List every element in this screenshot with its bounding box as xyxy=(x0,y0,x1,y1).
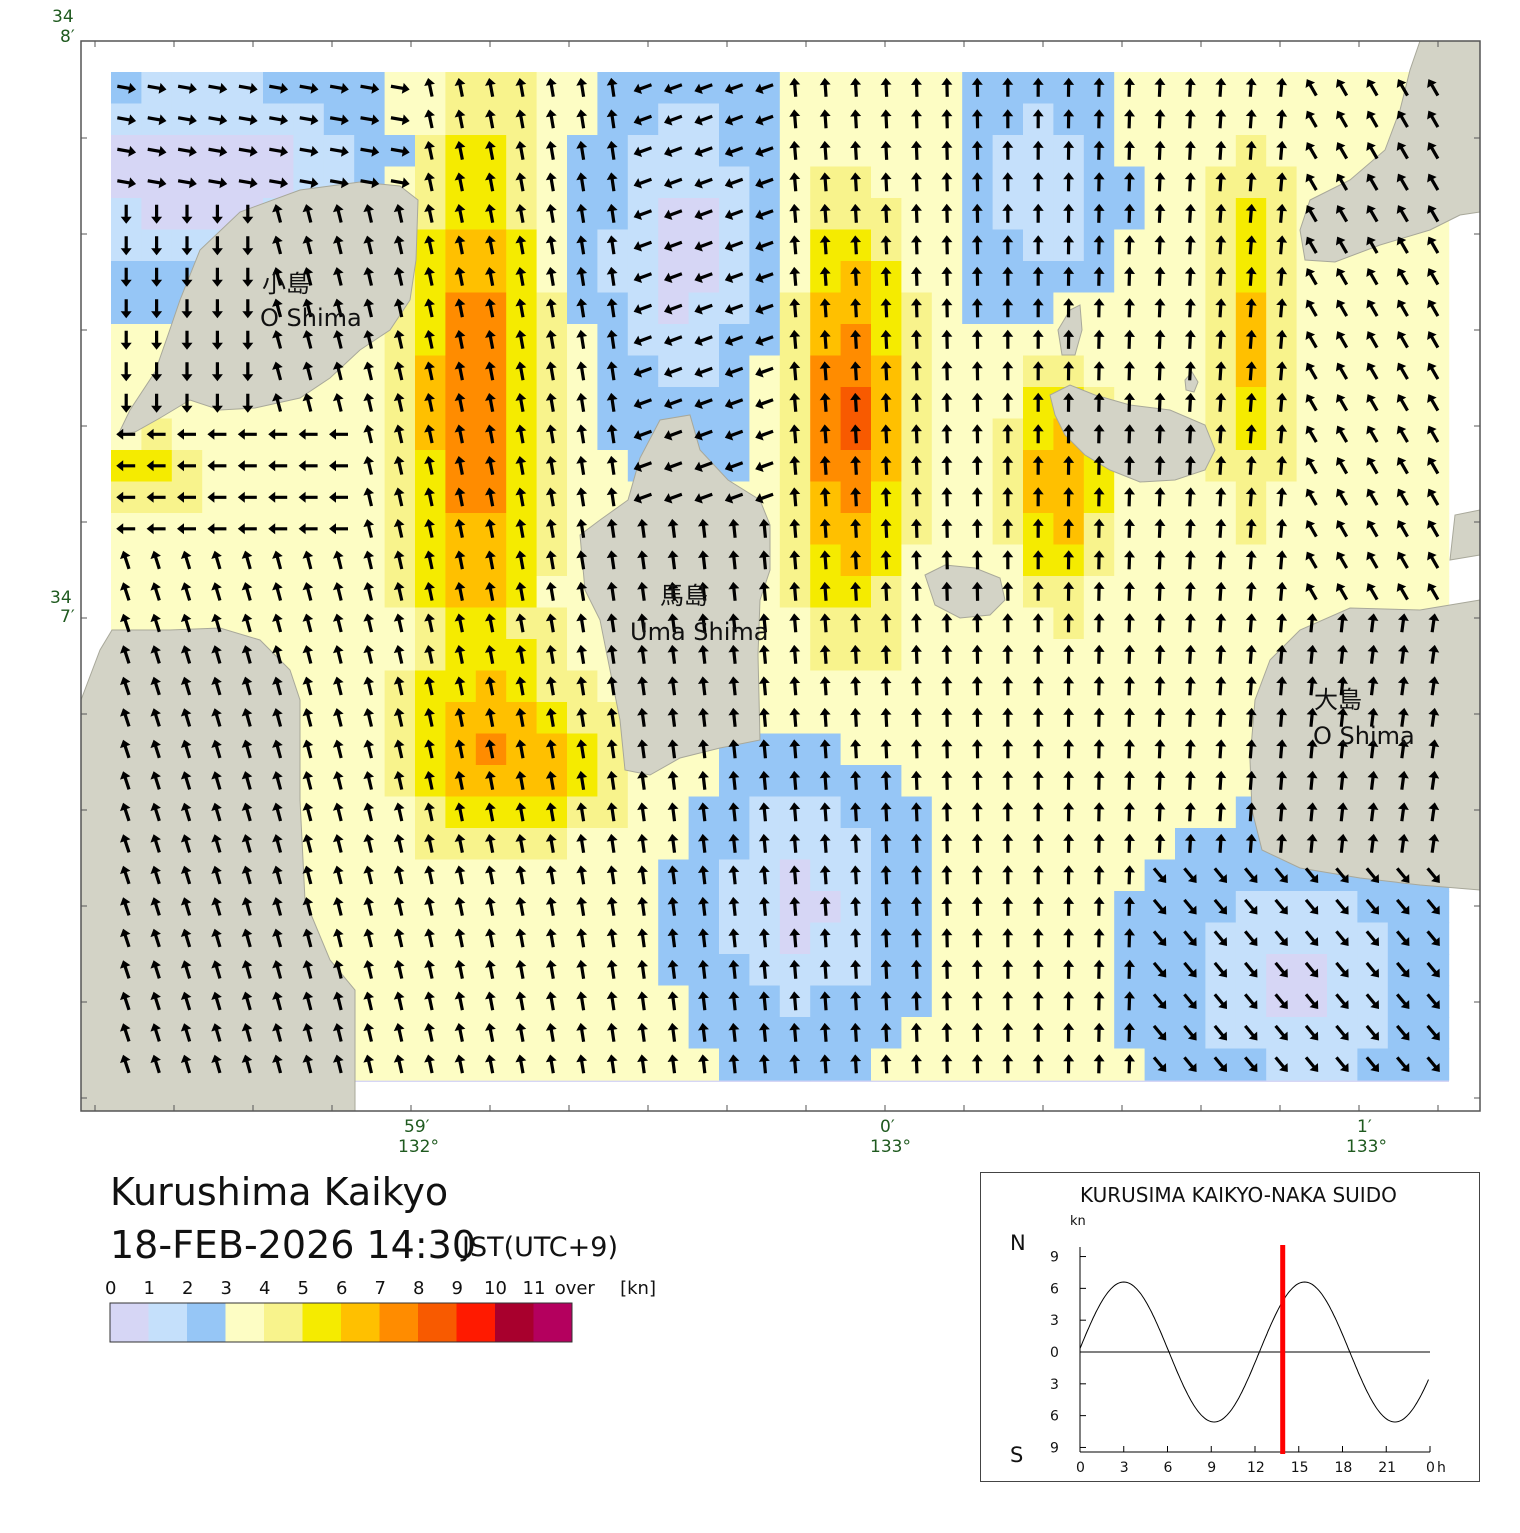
right-edge-land xyxy=(1449,509,1480,561)
tide-y-tick-label: 6 xyxy=(1050,1409,1059,1425)
tide-y-tick-label: 6 xyxy=(1050,1281,1059,1297)
legend-label: 4 xyxy=(259,1278,270,1299)
o-shima-east-ja: 大島 xyxy=(1314,686,1362,714)
legend-swatch xyxy=(379,1303,418,1342)
tide-y-tick-label: 3 xyxy=(1050,1377,1059,1393)
legend-swatch xyxy=(533,1303,572,1342)
tide-y-tick-label: 9 xyxy=(1050,1250,1059,1266)
tide-y-tick-label: 9 xyxy=(1050,1440,1059,1456)
lon-label-2-deg: 133° xyxy=(870,1137,911,1157)
tide-x-tick-label: 12 xyxy=(1247,1460,1265,1476)
legend-label: 7 xyxy=(375,1278,386,1299)
lon-label-3-deg: 133° xyxy=(1346,1137,1387,1157)
o-shima-north-en: O Shima xyxy=(260,304,362,332)
legend-swatch xyxy=(225,1303,264,1342)
tide-panel-title: KURUSIMA KAIKYO-NAKA SUIDO xyxy=(1080,1183,1397,1207)
legend-label: 2 xyxy=(182,1278,193,1299)
legend-swatch xyxy=(341,1303,380,1342)
tide-y-tick-label: 0 xyxy=(1050,1345,1059,1361)
forecast-datetime: 18-FEB-2026 14:30 xyxy=(110,1223,477,1267)
north-label: N xyxy=(1010,1231,1026,1255)
legend-label: 1 xyxy=(144,1278,155,1299)
tide-x-tick-label: 21 xyxy=(1378,1460,1396,1476)
o-shima-east-en: O Shima xyxy=(1313,722,1415,750)
legend-label: 10 xyxy=(484,1278,507,1299)
uma-shima-ja: 馬島 xyxy=(660,582,708,610)
uma-shima-en: Uma Shima xyxy=(630,618,768,646)
legend-label: [kn] xyxy=(620,1278,656,1299)
legend-swatch xyxy=(148,1303,187,1342)
legend-label: 3 xyxy=(221,1278,232,1299)
legend-swatch xyxy=(495,1303,534,1342)
legend-label: 6 xyxy=(336,1278,347,1299)
lon-label-1-min: 59′ xyxy=(404,1117,430,1137)
place-title: Kurushima Kaikyo xyxy=(110,1170,449,1214)
legend-label: 8 xyxy=(413,1278,424,1299)
legend-swatch xyxy=(302,1303,341,1342)
tide-x-tick-label: 6 xyxy=(1164,1460,1173,1476)
legend-label: 0 xyxy=(105,1278,116,1299)
tide-x-tick-label: 9 xyxy=(1207,1460,1216,1476)
lon-label-3-min: 1′ xyxy=(1357,1117,1372,1137)
o-shima-north-ja: 小島 xyxy=(262,270,310,298)
legend-label: 9 xyxy=(452,1278,463,1299)
legend-swatch xyxy=(456,1303,495,1342)
lat-label-1-deg: 34 xyxy=(52,7,74,27)
lat-label-2-min: 7′ xyxy=(60,607,75,627)
tide-x-tick-label: 0 xyxy=(1426,1460,1435,1476)
tidal-current-panel: KURUSIMA KAIKYO-NAKA SUIDO kn N S 9 6 3 0 3 6… xyxy=(980,1172,1480,1482)
legend-swatch xyxy=(110,1303,149,1342)
tide-x-tick-label: 18 xyxy=(1335,1460,1353,1476)
speed-legend: 0 1 2 3 4 5 6 7 8 9 10 11 over [kn] xyxy=(105,1278,656,1343)
lon-label-1-deg: 132° xyxy=(398,1137,439,1157)
tide-y-tick-label: 3 xyxy=(1050,1313,1059,1329)
legend-label: 11 xyxy=(523,1278,546,1299)
lon-label-2-min: 0′ xyxy=(880,1117,895,1137)
legend-swatch xyxy=(418,1303,457,1342)
tide-x-tick-label: 15 xyxy=(1291,1460,1309,1476)
timezone-label: JST(UTC+9) xyxy=(462,1232,618,1263)
legend-swatch xyxy=(264,1303,303,1342)
legend-label: 5 xyxy=(298,1278,309,1299)
lat-label-2-deg: 34 xyxy=(50,588,72,608)
current-map: 34 8′ 34 7′ 59′ 132° 0′ 133° 1′ 133° 小島 … xyxy=(50,7,1481,1157)
lat-label-1-min: 8′ xyxy=(60,27,75,47)
legend-label: over xyxy=(555,1278,596,1299)
south-label: S xyxy=(1010,1443,1023,1467)
tide-x-tick-label: 0 xyxy=(1076,1460,1085,1476)
legend-swatch xyxy=(187,1303,226,1342)
tide-unit: kn xyxy=(1070,1214,1086,1229)
tide-x-unit: h xyxy=(1437,1460,1446,1476)
tide-x-tick-label: 3 xyxy=(1120,1460,1129,1476)
